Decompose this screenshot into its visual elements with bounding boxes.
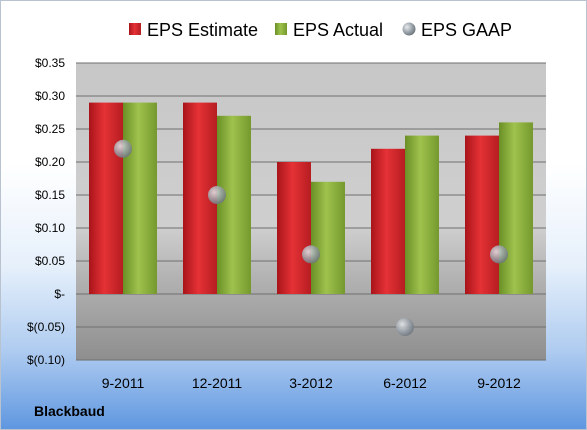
legend-swatch-eps-estimate: [129, 23, 141, 35]
y-tick-label: $0.15: [35, 188, 65, 202]
bar-eps-estimate: [277, 162, 311, 294]
marker-eps-gaap: [114, 139, 132, 158]
gaap-markers: [114, 139, 508, 336]
y-tick-label: $0.25: [35, 122, 65, 136]
marker-eps-gaap: [396, 318, 414, 336]
y-tick-label: $0.20: [35, 155, 65, 169]
y-tick-label: $(0.10): [27, 353, 65, 367]
bar-eps-actual: [217, 115, 251, 294]
legend-swatch-eps-actual: [275, 23, 287, 35]
bar-eps-estimate: [89, 102, 123, 294]
bar-eps-actual: [405, 135, 439, 294]
marker-eps-gaap: [490, 245, 508, 264]
x-category-label: 3-2012: [289, 375, 333, 391]
bar-eps-actual: [499, 122, 533, 295]
marker-eps-gaap: [208, 186, 226, 204]
x-category-label: 9-2011: [102, 375, 145, 391]
legend-item-eps-gaap: EPS GAAP: [402, 20, 512, 40]
legend-item-eps-estimate: EPS Estimate: [129, 20, 258, 40]
x-category-label: 9-2012: [477, 375, 521, 391]
y-tick-label: $0.05: [35, 254, 65, 268]
x-category-label: 12-2011: [192, 375, 243, 391]
y-tick-label: $0.30: [35, 89, 65, 103]
legend-label-eps-actual: EPS Actual: [293, 20, 383, 40]
legend: EPS Estimate EPS Actual EPS GAAP: [129, 20, 512, 40]
y-tick-label: $0.10: [35, 221, 65, 235]
bar-eps-actual: [123, 102, 157, 294]
y-tick-label: $-: [54, 287, 65, 301]
legend-item-eps-actual: EPS Actual: [275, 20, 383, 40]
legend-label-eps-estimate: EPS Estimate: [147, 20, 258, 40]
bars: [89, 102, 533, 295]
legend-label-eps-gaap: EPS GAAP: [421, 20, 512, 40]
legend-swatch-eps-gaap: [402, 22, 416, 36]
company-name: Blackbaud: [34, 403, 105, 419]
x-category-label: 6-2012: [383, 375, 427, 391]
marker-eps-gaap: [302, 245, 320, 264]
y-tick-label: $(0.05): [27, 320, 65, 334]
bar-eps-estimate: [371, 148, 405, 294]
bar-eps-estimate: [465, 135, 499, 294]
x-axis-categories: 9-2011 12-2011 3-2012 6-2012 9-2012: [102, 375, 521, 391]
bar-eps-actual: [311, 181, 345, 294]
y-tick-label: $0.35: [35, 56, 65, 70]
y-axis-ticks: $0.35 $0.30 $0.25 $0.20 $0.15 $0.10 $0.05 $- $(0…: [27, 56, 65, 367]
